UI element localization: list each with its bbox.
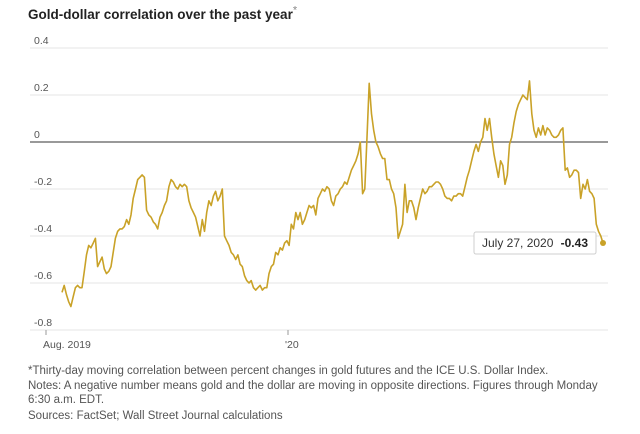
last-point-marker [600,240,606,247]
x-tick-label: '20 [285,339,299,351]
callout: July 27, 2020 -0.43 [473,231,597,255]
series-layer [61,80,606,308]
callout-value: -0.43 [561,236,589,250]
y-tick-label: 0.4 [34,35,49,47]
footnote: *Thirty-day moving correlation between p… [28,365,549,377]
x-tick-label: Aug. 2019 [43,339,91,351]
notes-text: Notes: A negative number means gold and … [28,380,598,406]
line-chart: 0.4 0.2 0 -0.2 -0.4 -0.6 -0.8 Aug. 2019 '20 July… [30,35,608,351]
axis-labels: 0.4 0.2 0 -0.2 -0.4 -0.6 -0.8 Aug. 2019 '20 [34,35,299,351]
y-tick-label: 0 [34,129,40,141]
sources: Sources: FactSet; Wall Street Journal ca… [28,410,283,422]
callout-date: July 27, 2020 [482,236,554,250]
correlation-series-line [61,80,604,308]
y-tick-label: -0.4 [34,223,52,235]
y-tick-label: 0.2 [34,82,49,94]
callout-box [473,231,597,255]
y-tick-label: -0.8 [34,317,52,329]
chart-title: Gold-dollar correlation over the past ye… [28,4,298,22]
y-tick-label: -0.6 [34,270,52,282]
gridlines [30,47,608,331]
y-tick-label: -0.2 [34,176,52,188]
